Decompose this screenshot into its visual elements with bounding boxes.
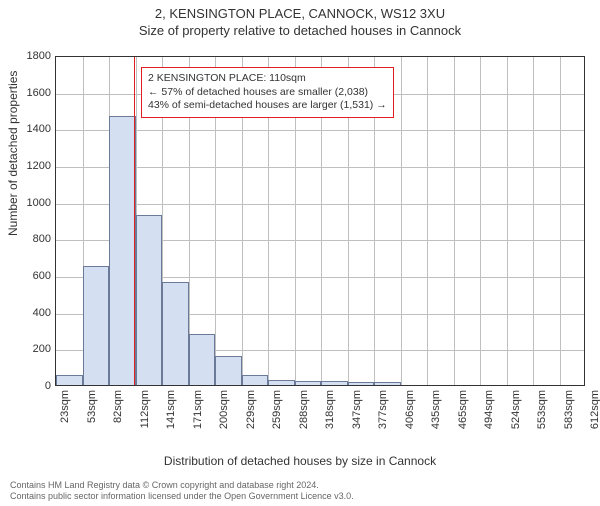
xtick-label: 583sqm <box>563 390 575 429</box>
xtick-label: 347sqm <box>351 390 363 429</box>
histogram-bar <box>374 382 401 385</box>
ytick-label: 400 <box>33 307 51 319</box>
ytick-label: 1000 <box>27 197 51 209</box>
annotation-line: 2 KENSINGTON PLACE: 110sqm <box>148 72 387 86</box>
xtick-label: 288sqm <box>298 390 310 429</box>
gridline-v <box>560 57 561 385</box>
xtick-label: 141sqm <box>165 390 177 429</box>
histogram-bar <box>56 375 83 385</box>
footer-line-1: Contains HM Land Registry data © Crown c… <box>10 480 354 491</box>
xtick-label: 435sqm <box>430 390 442 429</box>
gridline-v <box>427 57 428 385</box>
histogram-bar <box>189 334 216 385</box>
xtick-label: 612sqm <box>589 390 600 429</box>
ytick-label: 1200 <box>27 160 51 172</box>
chart-title-2: Size of property relative to detached ho… <box>0 23 600 38</box>
xtick-label: 524sqm <box>510 390 522 429</box>
histogram-bar <box>109 116 136 386</box>
ytick-label: 1400 <box>27 123 51 135</box>
histogram-bar <box>348 382 375 385</box>
histogram-bar <box>268 380 295 386</box>
annotation-line: ← 57% of detached houses are smaller (2,… <box>148 86 387 100</box>
ytick-label: 1800 <box>27 50 51 62</box>
xtick-label: 23sqm <box>59 390 71 423</box>
xtick-label: 229sqm <box>245 390 257 429</box>
gridline-v <box>480 57 481 385</box>
xtick-label: 53sqm <box>86 390 98 423</box>
xtick-label: 82sqm <box>112 390 124 423</box>
xtick-label: 200sqm <box>218 390 230 429</box>
xtick-label: 377sqm <box>377 390 389 429</box>
plot-region: 2 KENSINGTON PLACE: 110sqm← 57% of detac… <box>55 56 585 421</box>
xtick-label: 465sqm <box>457 390 469 429</box>
histogram-bar <box>242 375 269 385</box>
xtick-label: 406sqm <box>404 390 416 429</box>
gridline-v <box>454 57 455 385</box>
gridline-v <box>533 57 534 385</box>
ytick-label: 800 <box>33 233 51 245</box>
histogram-bar <box>162 282 189 385</box>
chart-title-1: 2, KENSINGTON PLACE, CANNOCK, WS12 3XU <box>0 6 600 21</box>
xtick-label: 259sqm <box>271 390 283 429</box>
footer-line-2: Contains public sector information licen… <box>10 491 354 502</box>
footer-attribution: Contains HM Land Registry data © Crown c… <box>10 480 354 502</box>
ytick-label: 1600 <box>27 87 51 99</box>
ytick-label: 200 <box>33 343 51 355</box>
plot-area: 2 KENSINGTON PLACE: 110sqm← 57% of detac… <box>55 56 585 386</box>
ytick-label: 0 <box>45 380 51 392</box>
histogram-bar <box>215 356 242 385</box>
y-axis-label: Number of detached properties <box>6 71 20 236</box>
histogram-bar <box>321 381 348 385</box>
gridline-v <box>401 57 402 385</box>
property-marker-line <box>134 57 135 385</box>
xtick-label: 553sqm <box>536 390 548 429</box>
annotation-box: 2 KENSINGTON PLACE: 110sqm← 57% of detac… <box>141 67 394 118</box>
x-axis-label: Distribution of detached houses by size … <box>0 454 600 468</box>
xtick-label: 112sqm <box>139 390 151 428</box>
xtick-label: 171sqm <box>192 390 204 429</box>
histogram-bar <box>295 381 322 385</box>
histogram-bar <box>83 266 110 385</box>
gridline-v <box>507 57 508 385</box>
xtick-label: 494sqm <box>483 390 495 429</box>
histogram-bar <box>136 215 163 386</box>
annotation-line: 43% of semi-detached houses are larger (… <box>148 99 387 113</box>
ytick-label: 600 <box>33 270 51 282</box>
xtick-label: 318sqm <box>324 390 336 429</box>
